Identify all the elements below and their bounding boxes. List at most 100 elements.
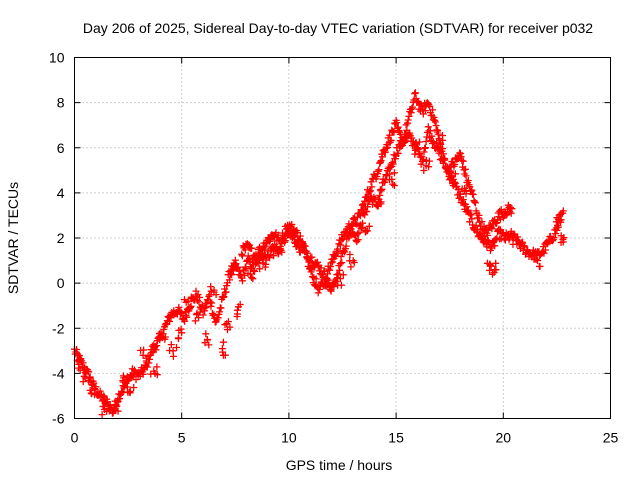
scatter-clusters-point [248,274,256,281]
upper-track-point [375,166,383,174]
main-track-point [330,283,338,291]
scatter-clusters-point [153,371,161,379]
scatter-clusters-point [374,202,382,210]
main-track-point [113,403,121,410]
main-track-point [181,317,189,325]
upper-track-point [341,233,349,240]
scatter-clusters-point [166,347,174,354]
y-axis-title: SDTVAR / TECUs [5,182,21,294]
scatter-clusters-point [244,269,252,277]
scatter-clusters-point [203,336,211,344]
upper-track-point [407,109,415,117]
main-track-point [428,132,436,140]
main-track-point [378,185,386,193]
main-track-point [376,191,384,199]
scatter-clusters-point [85,368,93,376]
scatter-clusters-point [175,334,182,342]
main-track-point [236,271,244,279]
main-track-point [151,343,159,350]
main-track-point [96,387,104,395]
y-tick-label: 10 [49,50,65,66]
main-track-point [238,277,246,285]
upper-track-point [506,204,514,211]
main-track-point [278,248,286,256]
x-tick-label: 15 [388,430,404,446]
upper-track-point [308,253,316,261]
main-track-point [467,211,475,219]
main-track-point [420,148,428,156]
scatter-clusters-point [559,238,567,246]
upper-track-point [360,205,368,213]
scatter-clusters-point [256,265,264,273]
main-track-point [266,254,274,262]
main-track-point [195,298,203,306]
upper-track-point [399,142,406,149]
main-track-point [178,309,186,317]
scatter-clusters-point [411,150,419,158]
main-track-point [364,203,371,211]
upper-track-point [404,119,411,127]
scatter-clusters-point [210,286,218,294]
main-track-point [206,291,214,299]
scatter-clusters-point [533,251,541,259]
scatter-clusters-point [433,128,441,136]
upper-track-point [471,198,479,206]
upper-track-point [278,240,286,248]
scatter-clusters-point [123,373,131,381]
upper-track-point [400,138,408,146]
scatter-clusters-point [350,259,358,266]
main-track-point [208,299,216,307]
scatter-clusters-point [99,403,107,410]
scatter-clusters-point [516,241,523,249]
main-track-point [206,298,214,306]
main-track-point [214,314,222,322]
upper-track-point [488,225,496,233]
main-track-point [152,346,160,354]
upper-track-point [441,155,449,163]
upper-track-point [382,145,390,152]
scatter-clusters-point [346,251,354,258]
scatter-clusters-point [389,180,397,188]
upper-track-point [322,275,330,283]
scatter-clusters-point [416,138,423,146]
y-tick-label: 0 [57,275,65,291]
main-track-point [341,248,349,256]
scatter-clusters-point [488,270,496,278]
upper-track-point [403,126,411,134]
upper-track-point [401,130,409,138]
scatter-clusters-point [451,170,459,178]
main-track-point [359,219,366,227]
scatter-clusters-point [205,341,213,349]
upper-track-point [377,157,385,165]
upper-track-point [366,187,374,195]
main-track-point [120,384,128,392]
main-track-point [254,260,262,268]
scatter-clusters-point [249,266,257,274]
scatter-clusters-point [98,411,106,419]
scatter-clusters-point [219,338,227,346]
upper-track-point [368,183,376,191]
scatter-clusters-point [167,341,175,349]
upper-track-point [376,158,384,166]
main-track-point [146,355,153,363]
upper-track-point [314,258,321,266]
scatter-clusters-point [435,135,443,143]
x-axis: 0 5 10 15 20 25 [71,57,618,446]
x-tick-label: 20 [496,430,512,446]
upper-track-point [492,219,500,227]
x-axis-title: GPS time / hours [286,457,393,473]
main-track-point [139,370,147,378]
scatter-clusters-point [182,298,190,306]
scatter-clusters-point [207,283,215,291]
scatter-clusters-point [339,271,347,279]
main-track-point [266,251,274,259]
main-track-point [421,144,429,152]
scatter-clusters-point [462,187,470,195]
scatter-clusters-point [212,291,220,299]
upper-track-point [266,236,274,244]
main-track-point [327,287,335,295]
scatter-clusters-point [365,222,373,230]
scatter-clusters-point [414,144,421,152]
upper-track-point [238,250,246,258]
